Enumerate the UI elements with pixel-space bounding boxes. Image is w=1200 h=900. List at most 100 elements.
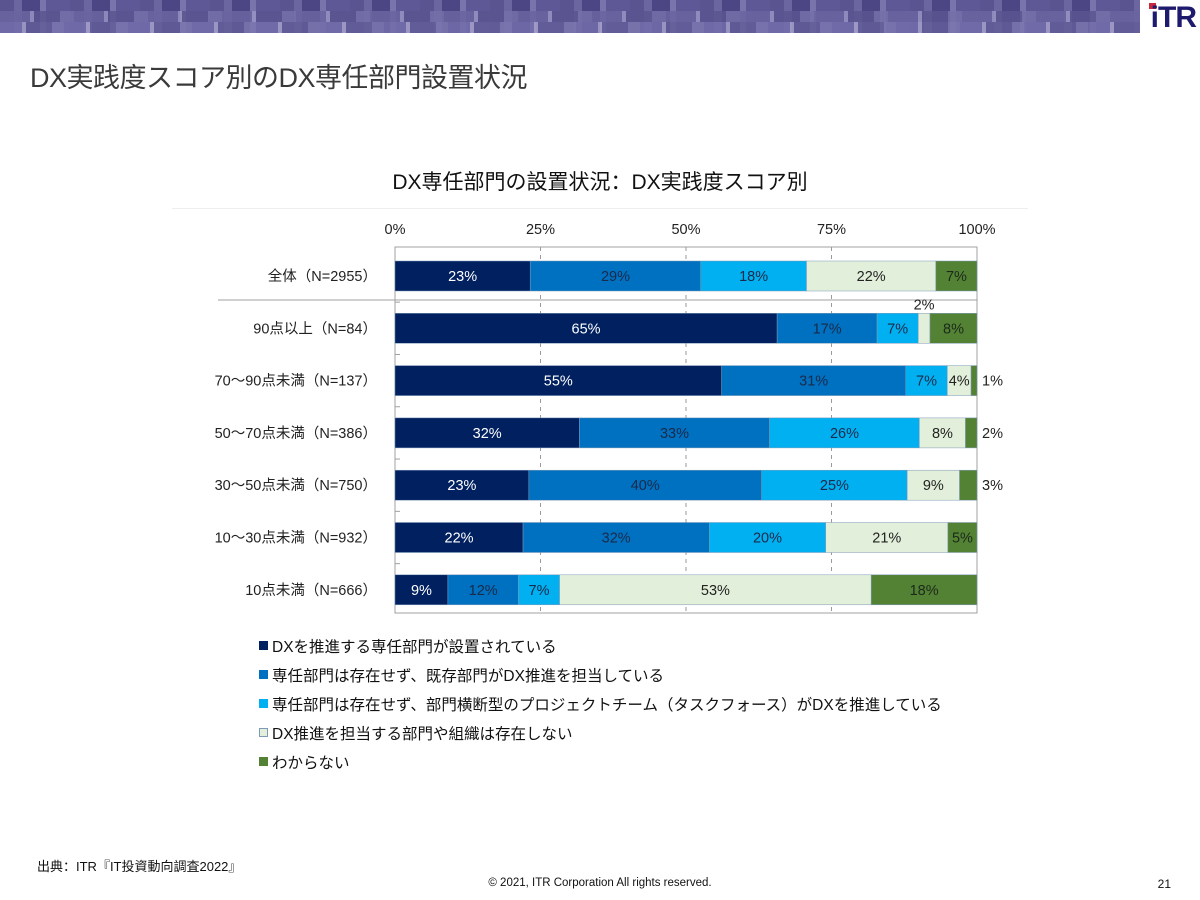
data-label: 9% — [411, 583, 432, 599]
data-label: 9% — [923, 478, 944, 494]
bar-segment — [709, 522, 826, 553]
legend-swatch — [259, 699, 268, 708]
bar-segment — [919, 417, 966, 449]
data-label: 29% — [601, 269, 630, 285]
y-category-label: 90点以上（N=84） — [253, 320, 377, 337]
data-label: 32% — [473, 426, 502, 442]
bar-segment — [776, 313, 878, 344]
header-banner — [0, 0, 1200, 33]
data-label: 40% — [631, 478, 660, 494]
data-label: 7% — [946, 269, 967, 285]
bar-segment — [959, 469, 978, 501]
data-label: 18% — [910, 583, 939, 599]
x-tick-label: 100% — [958, 222, 995, 238]
data-label: 23% — [447, 478, 476, 494]
bar-segment — [559, 574, 872, 606]
legend-item: DX推進を担当する部門や組織は存在しない — [259, 718, 942, 747]
x-tick-label: 25% — [526, 222, 555, 238]
legend-item: わからない — [259, 747, 942, 776]
y-category-label: 全体（N=2955） — [268, 267, 377, 285]
x-tick-label: 75% — [817, 222, 846, 238]
chart-title: DX専任部門の設置状況：DX実践度スコア別 — [392, 171, 808, 194]
data-label: 7% — [887, 321, 908, 337]
data-label: 21% — [872, 531, 901, 547]
data-label: 53% — [701, 583, 730, 599]
data-label: 31% — [799, 374, 828, 390]
data-label: 33% — [660, 426, 689, 442]
bar-segment — [825, 522, 949, 553]
data-label: 7% — [916, 374, 937, 390]
x-tick-label: 50% — [671, 222, 700, 238]
bar-segment — [929, 313, 978, 344]
data-label: 4% — [949, 374, 970, 390]
y-category-label: 70～90点未満（N=137） — [215, 373, 377, 390]
y-category-label: 50～70点未満（N=386） — [215, 425, 377, 442]
logo-dot-icon — [1149, 3, 1156, 9]
bar-segment — [528, 469, 762, 501]
data-label: 25% — [820, 478, 849, 494]
bar-segment — [965, 417, 978, 449]
bar-segment — [761, 469, 908, 501]
data-label: 7% — [529, 583, 550, 599]
data-label: 8% — [932, 426, 953, 442]
bar-segment — [394, 522, 524, 553]
data-label: 5% — [952, 531, 973, 547]
legend-swatch — [259, 728, 268, 737]
legend-swatch — [259, 641, 268, 650]
data-label: 65% — [572, 321, 601, 337]
legend-label: 専任部門は存在せず、既存部門がDX推進を担当している — [272, 667, 664, 685]
page-title: DX実践度スコア別のDX専任部門設置状況 — [30, 63, 528, 93]
bar-segment — [876, 313, 919, 344]
bar-segment — [518, 574, 560, 606]
data-label: 22% — [857, 269, 886, 285]
bar-segment — [700, 260, 807, 292]
data-label: 20% — [753, 531, 782, 547]
data-label: 2% — [914, 297, 935, 313]
data-label: 12% — [469, 583, 498, 599]
chart-legend: DXを推進する専任部門が設置されている専任部門は存在せず、既存部門がDX推進を担… — [259, 631, 942, 776]
x-tick-label: 0% — [385, 222, 406, 238]
legend-item: 専任部門は存在せず、部門横断型のプロジェクトチーム（タスクフォース）がDXを推進… — [259, 689, 942, 718]
bar-segment — [394, 365, 722, 396]
data-label: 3% — [982, 478, 1003, 494]
legend-label: DXを推進する専任部門が設置されている — [272, 638, 557, 656]
bar-segment — [970, 365, 978, 396]
data-label: 8% — [943, 321, 964, 337]
data-label: 22% — [445, 531, 474, 547]
bar-segment — [870, 574, 978, 606]
itr-logo: iTR — [1140, 0, 1200, 36]
legend-label: DX推進を担当する部門や組織は存在しない — [272, 725, 573, 743]
legend-label: わからない — [272, 754, 350, 772]
legend-item: 専任部門は存在せず、既存部門がDX推進を担当している — [259, 660, 942, 689]
data-label: 23% — [448, 269, 477, 285]
data-label: 17% — [813, 321, 842, 337]
bar-segment — [905, 365, 948, 396]
banner-pattern — [0, 22, 1200, 33]
bar-segment — [394, 574, 449, 606]
data-label: 18% — [739, 269, 768, 285]
data-label: 32% — [602, 531, 631, 547]
data-label: 55% — [544, 374, 573, 390]
bar-segment — [917, 313, 931, 344]
y-category-label: 30～50点未満（N=750） — [215, 477, 377, 494]
data-label: 1% — [982, 374, 1003, 390]
data-label: 2% — [982, 426, 1003, 442]
legend-label: 専任部門は存在せず、部門横断型のプロジェクトチーム（タスクフォース）がDXを推進… — [272, 696, 942, 714]
copyright: © 2021, ITR Corporation All rights reser… — [488, 877, 712, 889]
bar-segment — [769, 417, 920, 449]
legend-swatch — [259, 757, 268, 766]
bar-segment — [906, 469, 960, 501]
bar-segment — [806, 260, 937, 292]
bar-segment — [394, 469, 530, 501]
bar-segment — [522, 522, 710, 553]
y-category-label: 10点未満（N=666） — [245, 582, 377, 599]
y-category-label: 10～30点未満（N=932） — [215, 530, 377, 547]
legend-swatch — [259, 670, 268, 679]
chart-divider — [172, 208, 1028, 209]
page-number: 21 — [1157, 877, 1171, 891]
bar-segment — [394, 313, 778, 344]
logo-text: iTR — [1150, 1, 1197, 34]
bar-segment — [947, 522, 978, 553]
bar-segment — [394, 260, 531, 292]
